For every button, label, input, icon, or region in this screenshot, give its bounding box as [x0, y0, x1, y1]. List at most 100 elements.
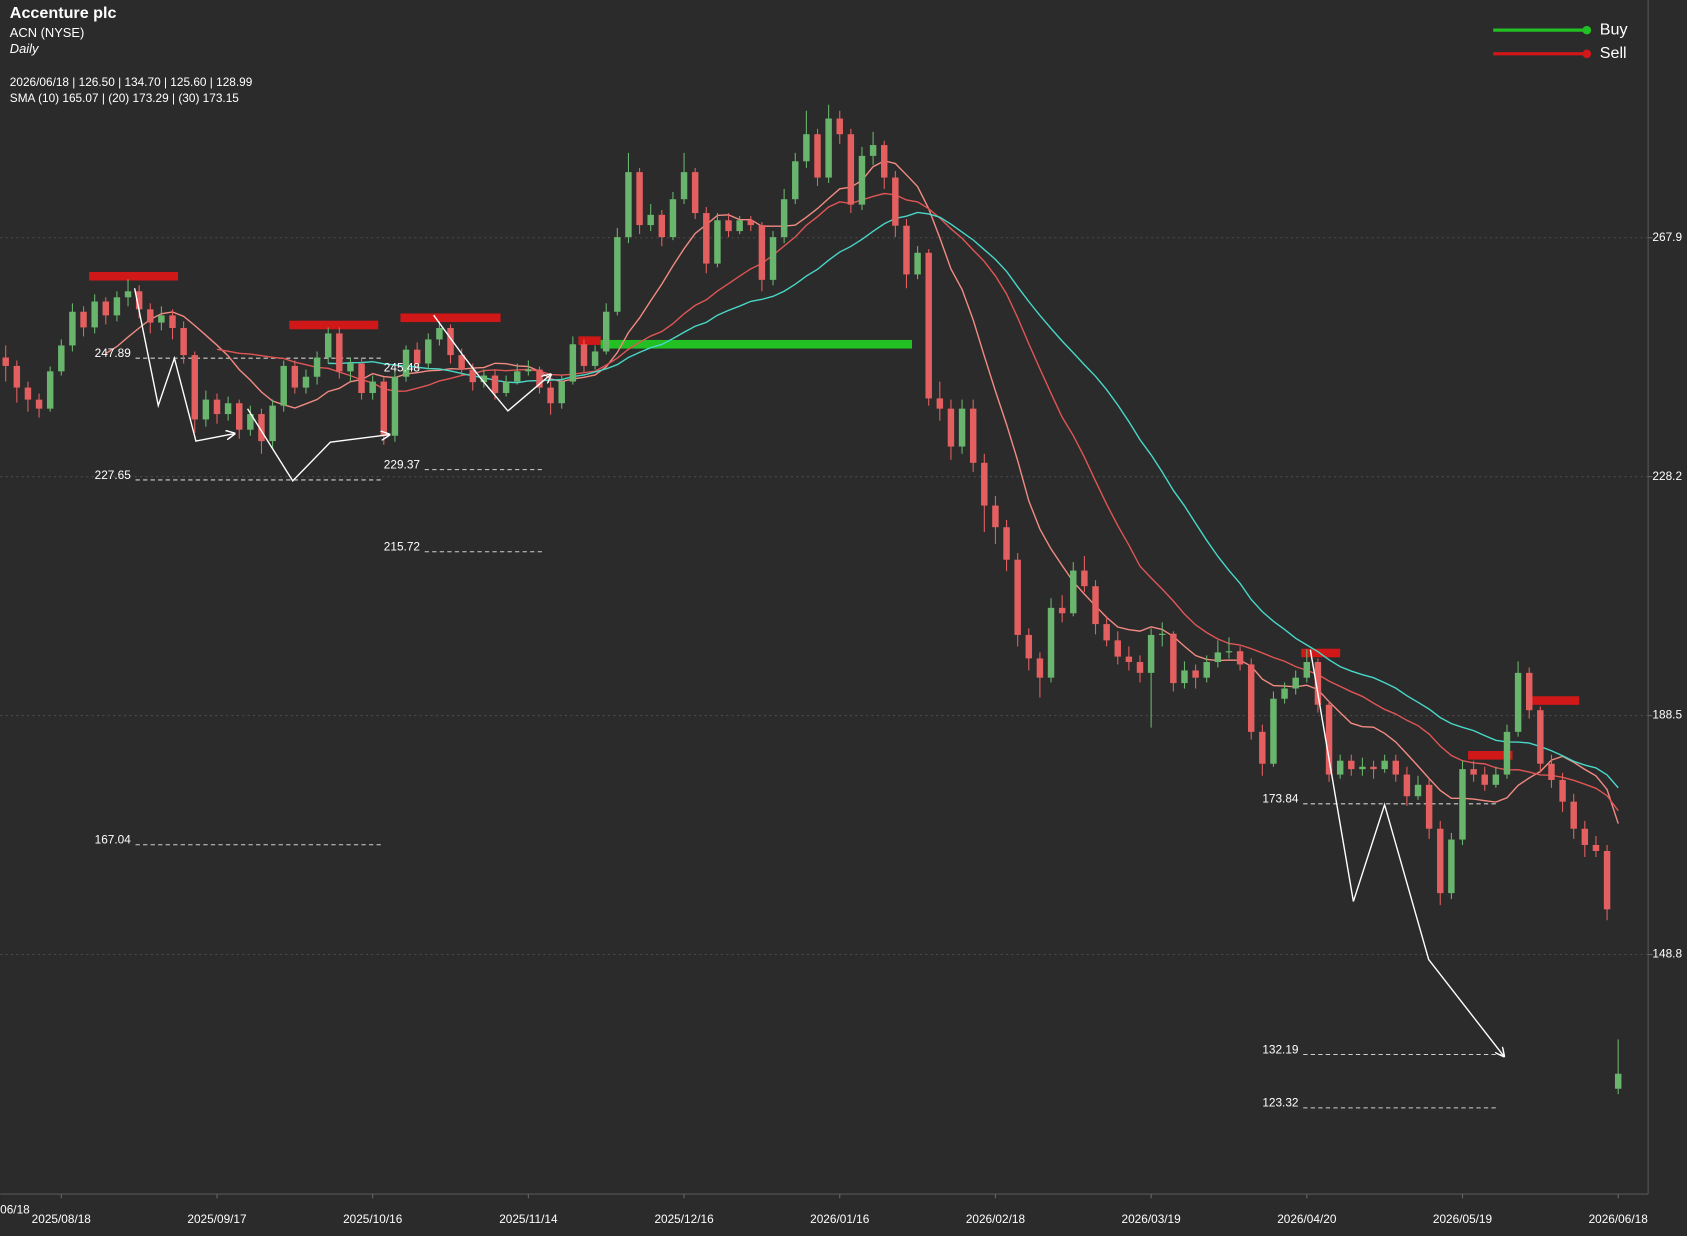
candle-body [1159, 633, 1166, 635]
candle-body [1370, 766, 1377, 770]
candle-body [1437, 828, 1444, 894]
candle-body [425, 339, 432, 364]
candle-body [302, 376, 310, 388]
x-tick-label: 2026/05/19 [1433, 1212, 1493, 1226]
level-label: 215.72 [384, 540, 420, 554]
candle-body [903, 225, 910, 275]
candle-body [1459, 769, 1466, 840]
candle-body [280, 365, 287, 406]
candle-body [658, 214, 666, 238]
sma-line: SMA (10) 165.07 | (20) 173.29 | (30) 173… [10, 91, 239, 105]
candle-body [1325, 704, 1333, 775]
candle-body [1559, 779, 1566, 802]
candle-body [1047, 607, 1055, 678]
candle-body [914, 252, 921, 275]
candle-body [24, 387, 32, 400]
candle-body [1136, 662, 1144, 673]
candle-body [736, 220, 743, 232]
candle-body [35, 399, 43, 409]
x-tick-label: 2026/02/18 [966, 1212, 1026, 1226]
candle-body [958, 408, 966, 447]
candle-body [1359, 766, 1366, 770]
pattern-arrows [133, 288, 1504, 1056]
candle-body [1270, 698, 1277, 764]
candle-body [2, 357, 9, 366]
candle-body [1025, 634, 1033, 659]
candle-body [1414, 784, 1422, 797]
candle-body [992, 505, 999, 528]
candle-body [369, 381, 376, 394]
level-label: 123.32 [1262, 1096, 1298, 1110]
candle-body [1058, 607, 1066, 614]
x-tick-label: 2026/03/19 [1122, 1212, 1182, 1226]
candle-body [224, 403, 232, 415]
candle-body [814, 134, 821, 178]
arrow [133, 288, 235, 442]
candle-body [1503, 731, 1511, 775]
signal-bar [600, 339, 913, 349]
candle-body [1592, 844, 1600, 851]
legend-label: Sell [1600, 44, 1627, 62]
y-tick-label: 188.5 [1652, 708, 1682, 722]
candle-body [447, 328, 454, 356]
y-tick-label: 148.8 [1652, 947, 1682, 961]
candle-body [1192, 670, 1199, 678]
level-label: 132.19 [1262, 1042, 1299, 1056]
candle-body [502, 381, 510, 394]
candle-body [981, 462, 988, 506]
candle-body [880, 145, 888, 178]
candle-body [324, 333, 332, 358]
candle-body [1392, 760, 1399, 775]
candle-body [1147, 634, 1155, 673]
candle-body [1170, 633, 1177, 684]
x-tick-label: 2025/11/14 [499, 1212, 558, 1226]
candle-body [1525, 672, 1533, 711]
candle-body [836, 118, 843, 135]
candle-body [80, 311, 87, 328]
candle-body [1247, 664, 1255, 732]
candle-body [1514, 672, 1522, 732]
level-label: 227.65 [95, 468, 132, 482]
candle-body [247, 414, 254, 430]
candle-body [1603, 850, 1611, 910]
candle-body [258, 414, 265, 442]
candle-body [869, 145, 877, 156]
candle-body [1537, 710, 1544, 764]
candle-body [58, 345, 65, 372]
candle-body [525, 369, 532, 372]
candle-body [1403, 774, 1411, 797]
candle-body [1336, 760, 1344, 775]
candle-body [1481, 774, 1488, 785]
arrow [246, 408, 390, 482]
x-tick-label: 2026/01/16 [810, 1212, 870, 1226]
interval: Daily [10, 41, 40, 56]
candle-body [1225, 651, 1233, 653]
candle-body [636, 172, 643, 226]
sma-line [216, 192, 1619, 812]
candle-body [458, 355, 465, 370]
candle-body [602, 311, 610, 352]
candle-body [758, 225, 766, 280]
candle-body [780, 199, 788, 238]
candle-body [1070, 570, 1077, 614]
candle-body [391, 376, 399, 436]
candle-body [380, 381, 388, 436]
candle-body [969, 408, 977, 463]
legend-label: Buy [1600, 20, 1629, 38]
candle-body [1581, 828, 1589, 845]
signal-bar [289, 320, 379, 330]
candle-body [1348, 760, 1355, 770]
candle-body [947, 408, 955, 447]
candle-body [1381, 760, 1388, 770]
x-tick-label: 2026/06/18 [1589, 1212, 1649, 1226]
candle-body [936, 398, 944, 409]
level-label: 247.89 [95, 346, 132, 360]
candle-body [158, 315, 165, 323]
candle-body [536, 369, 543, 388]
candle-body [1214, 652, 1222, 663]
candle-body [925, 252, 932, 399]
candle-body [714, 220, 721, 264]
